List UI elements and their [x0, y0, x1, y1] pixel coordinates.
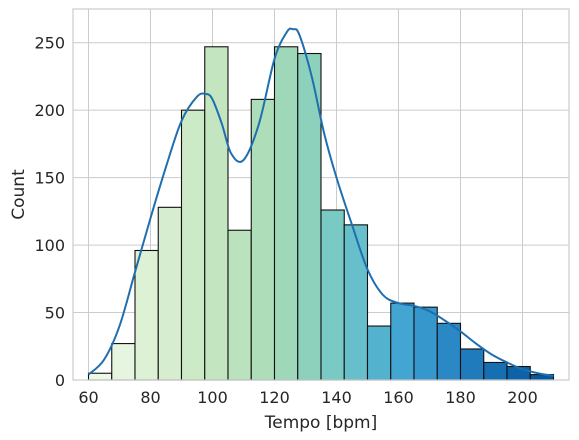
- kde-curve: [87, 27, 554, 377]
- y-tick-label: 100: [34, 236, 65, 255]
- histogram-bar: [390, 302, 415, 381]
- histogram-bar: [157, 206, 183, 381]
- x-tick-label: 180: [445, 388, 476, 407]
- histogram-bar: [250, 98, 276, 381]
- x-tick-labels: 60 80 100 120 140 160 180 200: [78, 388, 537, 407]
- histogram-bar: [180, 109, 206, 381]
- x-tick-label: 60: [78, 388, 98, 407]
- histogram-bar: [459, 348, 485, 381]
- x-tick-label: 120: [259, 388, 290, 407]
- histogram-bar: [483, 361, 508, 381]
- x-axis-label: Tempo [bpm]: [264, 413, 378, 433]
- histogram-bar: [436, 322, 462, 381]
- y-tick-label: 150: [34, 169, 65, 188]
- x-tick-label: 140: [321, 388, 352, 407]
- y-tick-label: 0: [55, 371, 65, 390]
- y-tick-label: 50: [45, 304, 65, 323]
- histogram-bars: [87, 46, 555, 381]
- histogram-bar: [320, 209, 345, 381]
- x-tick-label: 160: [383, 388, 414, 407]
- x-tick-label: 80: [140, 388, 160, 407]
- histogram-bar: [227, 229, 252, 381]
- histogram-bar: [87, 372, 113, 381]
- histogram-bar: [134, 249, 159, 381]
- x-tick-label: 200: [507, 388, 538, 407]
- histogram-bar: [413, 306, 438, 381]
- y-tick-labels: 0 50 100 150 200 250: [34, 34, 65, 390]
- x-tick-label: 100: [197, 388, 228, 407]
- y-tick-label: 250: [34, 34, 65, 53]
- histogram-bar: [111, 343, 136, 381]
- histogram-bar: [273, 46, 299, 381]
- histogram-bar: [204, 46, 229, 381]
- y-axis-label: Count: [9, 169, 29, 220]
- plot-frame: [72, 8, 570, 381]
- y-tick-label: 200: [34, 101, 65, 120]
- histogram-bar: [366, 325, 392, 381]
- histogram-bar: [343, 224, 369, 381]
